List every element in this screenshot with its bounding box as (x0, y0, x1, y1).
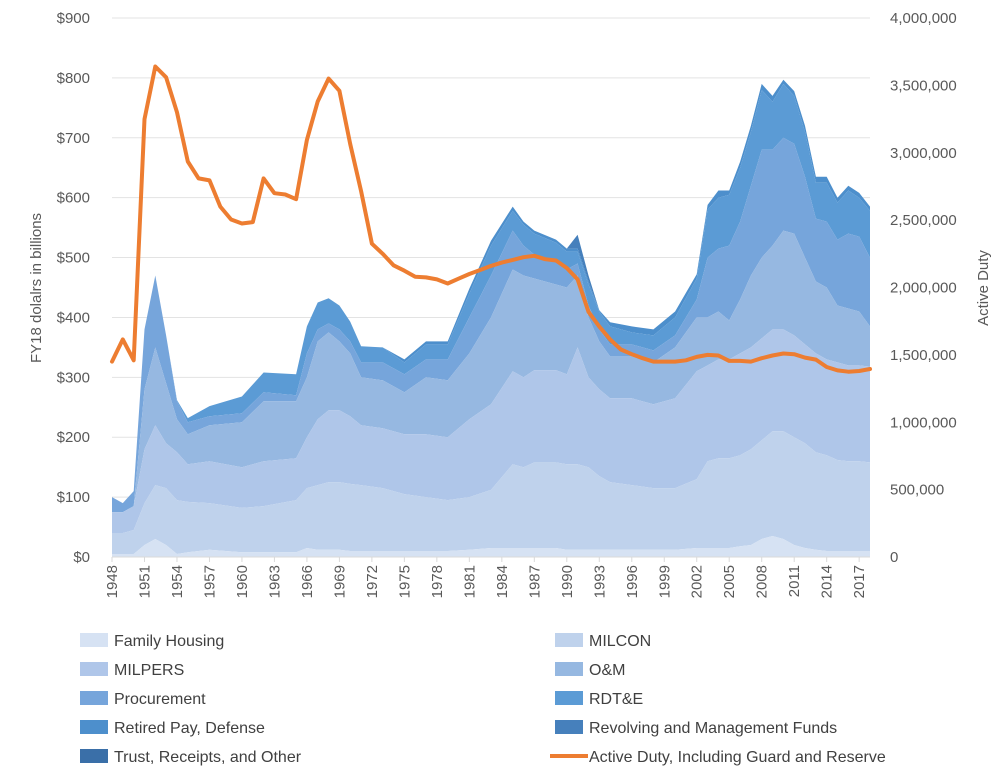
legend-swatch-revolving-and-management-funds (555, 720, 583, 734)
y2-tick-label: 2,500,000 (890, 212, 957, 229)
y-tick-label: $400 (57, 309, 90, 326)
x-tick-label: 1963 (266, 565, 283, 598)
y2-tick-label: 3,500,000 (890, 77, 957, 94)
x-tick-label: 1948 (104, 565, 121, 598)
y-axis-left-ticks: $0 $100 $200 $300 $400 $500 $600 $700 $800 $900 (57, 10, 90, 566)
legend-label-o-m: O&M (589, 662, 625, 679)
x-tick-label: 1954 (169, 565, 186, 598)
legend-swatch-milcon (555, 633, 583, 647)
legend-label-rdt-e: RDT&E (589, 691, 643, 708)
x-tick-label: 2005 (721, 565, 738, 598)
y2-tick-label: 4,000,000 (890, 10, 957, 27)
y2-tick-label: 3,000,000 (890, 145, 957, 162)
x-tick-label: 1957 (201, 565, 218, 598)
legend-swatch-procurement (80, 691, 108, 705)
legend-swatch-family-housing (80, 633, 108, 647)
area-family-housing (112, 536, 870, 557)
y2-tick-label: 2,000,000 (890, 280, 957, 297)
x-tick-label: 1978 (429, 565, 446, 598)
legend-swatch-trust-receipts-and-other (80, 749, 108, 763)
y2-tick-label: 1,000,000 (890, 414, 957, 431)
x-tick-label: 2011 (786, 565, 803, 597)
x-tick-label: 1951 (136, 565, 153, 598)
x-tick-label: 1996 (624, 565, 641, 598)
x-tick-label: 1966 (299, 565, 316, 598)
y-tick-label: $700 (57, 130, 90, 147)
y2-tick-label: 0 (890, 549, 898, 566)
area-o-m (112, 230, 870, 513)
y-axis-right-title: Active Duty (975, 250, 992, 326)
x-tick-label: 1969 (331, 565, 348, 598)
x-tick-label: 1987 (526, 565, 543, 598)
y-tick-label: $800 (57, 70, 90, 87)
x-tick-label: 1972 (364, 565, 381, 598)
y-tick-label: $200 (57, 429, 90, 446)
area-procurement (112, 137, 870, 513)
y2-tick-label: 1,500,000 (890, 347, 957, 364)
y-axis-right-ticks: 0 500,000 1,000,000 1,500,000 2,000,000 2,500… (890, 10, 957, 566)
area-milpers (112, 329, 870, 533)
x-tick-label: 2017 (851, 565, 868, 598)
legend-label-trust-receipts-and-other: Trust, Receipts, and Other (114, 749, 302, 766)
x-tick-label: 2008 (754, 565, 771, 598)
legend-swatch-o-m (555, 662, 583, 676)
x-axis-ticks: 1948 1951 1954 1957 1960 1963 1966 1969 1972 1975… (104, 557, 868, 598)
legend-label-revolving-and-management-funds: Revolving and Management Funds (589, 720, 837, 737)
y-tick-label: $300 (57, 369, 90, 386)
x-tick-label: 1984 (494, 565, 511, 598)
legend-label-procurement: Procurement (114, 691, 206, 708)
legend-label-active-duty-including-guard-and-reserve: Active Duty, Including Guard and Reserve (589, 749, 886, 766)
y-tick-label: $900 (57, 10, 90, 27)
x-tick-label: 2002 (689, 565, 706, 598)
x-tick-label: 1999 (656, 565, 673, 598)
y2-tick-label: 500,000 (890, 482, 944, 499)
legend-label-family-housing: Family Housing (114, 633, 224, 650)
x-tick-label: 2014 (819, 565, 836, 598)
legend-swatch-rdt-e (555, 691, 583, 705)
x-tick-label: 1990 (559, 565, 576, 598)
legend-label-milpers: MILPERS (114, 662, 184, 679)
area-milcon (112, 431, 870, 554)
legend-swatch-retired-pay-defense (80, 720, 108, 734)
area-rdt-e (112, 83, 870, 504)
y-tick-label: $600 (57, 190, 90, 207)
legend: Family Housing MILCON MILPERS O&M Procuremen… (80, 633, 886, 766)
x-tick-label: 1960 (234, 565, 251, 598)
y-axis-left-title: FY18 dolalrs in billions (28, 213, 45, 363)
y-tick-label: $0 (73, 549, 90, 566)
legend-swatch-milpers (80, 662, 108, 676)
y-tick-label: $500 (57, 250, 90, 267)
stacked-area-series (112, 79, 870, 557)
x-tick-label: 1981 (461, 565, 478, 598)
x-tick-label: 1993 (591, 565, 608, 598)
active-duty-line-series (110, 64, 872, 374)
line-active-duty (110, 64, 872, 374)
x-tick-label: 1975 (396, 565, 413, 598)
legend-label-retired-pay-defense: Retired Pay, Defense (114, 720, 265, 737)
legend-label-milcon: MILCON (589, 633, 651, 650)
y-tick-label: $100 (57, 489, 90, 506)
